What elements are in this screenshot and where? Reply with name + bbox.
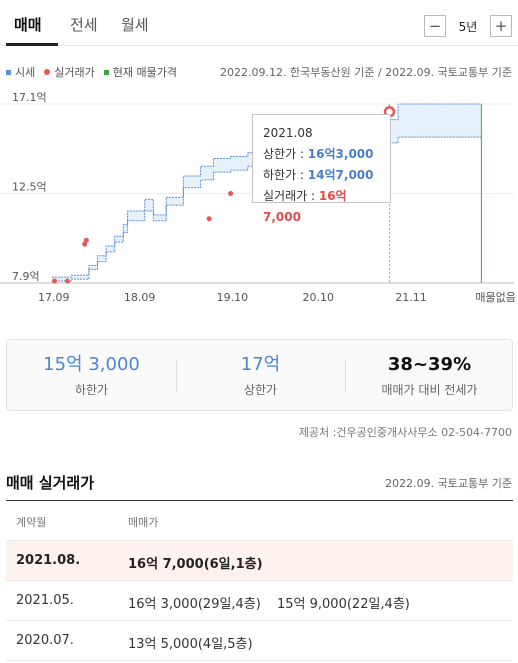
source-note: 2022.09.12. 한국부동산원 기준 / 2022.09. 국토교통부 기… [220,66,512,79]
x-tick-label: 17.09 [38,291,70,304]
period-stepper: − 5년 + [424,15,512,37]
section-source-note: 2022.09. 국토교통부 기준 [385,477,512,490]
row-price: 15억 9,000(22일,4층) [277,597,410,612]
table-row[interactable]: 2021.05. 16억 3,000(29일,4층) 15억 9,000(22일… [6,581,513,621]
column-header-month: 계약월 [16,516,47,529]
row-price: 16억 3,000(29일,4층) [128,597,261,612]
high-price-value: 17억 [240,354,281,375]
chart-legend: 시세 실거래가 현재 매물가격 [6,64,186,80]
table-header: 계약월 매매가 [6,501,513,541]
ratio-value: 38~39% [387,354,472,375]
legend-item-actual-price: 실거래가 [44,64,95,80]
chart-tooltip: 2021.08 상한가 : 16억3,000 하한가 : 14억7,000 실거… [252,114,391,224]
provider-info: 제공처 :건우공인중개사사무소 02-504-7700 [298,426,512,439]
row-price: 16억 7,000(6일,1층) [128,557,263,572]
x-tick-label: 매물없음 [475,291,515,304]
legend-label: 시세 [15,66,36,79]
low-price-value: 15억 3,000 [43,354,140,375]
tooltip-row-lower: 하한가 : 14억7,000 [263,168,374,182]
row-price: 13억 5,000(4일,5층) [128,637,253,652]
summary-ratio: 38~39% 매매가 대비 전세가 [345,353,514,398]
actual-price-point [52,278,58,284]
deal-type-tabs: 매매 전세 월세 − 5년 + [0,0,518,46]
actual-price-point [82,241,88,247]
tooltip-date: 2021.08 [263,126,313,140]
actual-price-point [228,191,234,196]
x-tick-label: 21.11 [395,291,427,304]
period-increase-button[interactable]: + [490,15,512,37]
summary-low: 15억 3,000 하한가 [7,353,176,398]
table-row[interactable]: 2020.07. 13억 5,000(4일,5층) [6,621,513,661]
actual-price-point [83,237,89,243]
low-price-label: 하한가 [74,383,109,397]
summary-high: 17억 상한가 [176,353,345,398]
legend-item-market-price: 시세 [6,64,35,80]
tab-monthly-rent[interactable]: 월세 [121,16,149,34]
y-tick-label: 7.9억 [12,270,40,283]
tab-sale[interactable]: 매매 [14,16,42,34]
row-month: 2020.07. [16,633,74,648]
actual-price-point [64,278,70,284]
divider [176,360,177,392]
divider [345,360,346,392]
actual-price-point [206,216,212,222]
x-tick-label: 20.10 [302,291,334,304]
table-row[interactable]: 2021.08. 16억 7,000(6일,1층) [6,541,513,581]
column-header-price: 매매가 [128,516,159,529]
period-decrease-button[interactable]: − [424,15,446,37]
tooltip-row-actual: 실거래가 : 16억7,000 [263,189,347,224]
active-tab-underline [6,43,58,46]
square-icon [6,69,11,75]
section-divider [6,500,513,501]
row-month: 2021.08. [16,553,81,568]
upper-price-line [52,103,482,278]
price-summary: 15억 3,000 하한가 17억 상한가 38~39% 매매가 대비 전세가 [6,339,513,411]
tooltip-row-upper: 상한가 : 16억3,000 [263,147,374,161]
legend-label: 현재 매물가격 [112,66,177,79]
ratio-label: 매매가 대비 전세가 [381,383,478,397]
section-title: 매매 실거래가 [6,474,95,492]
high-price-label: 상한가 [243,383,278,397]
dot-icon [44,69,51,75]
x-tick-label: 18.09 [124,291,155,304]
y-tick-label: 17.1억 [12,91,47,104]
x-tick-label: 19.10 [217,291,249,304]
y-tick-label: 12.5억 [12,181,47,194]
period-value: 5년 [458,19,478,34]
legend-item-current-listing: 현재 매물가격 [103,64,177,80]
legend-label: 실거래가 [54,66,95,79]
tab-jeonse[interactable]: 전세 [70,16,98,34]
row-month: 2021.05. [16,593,74,608]
square-icon [103,69,109,75]
